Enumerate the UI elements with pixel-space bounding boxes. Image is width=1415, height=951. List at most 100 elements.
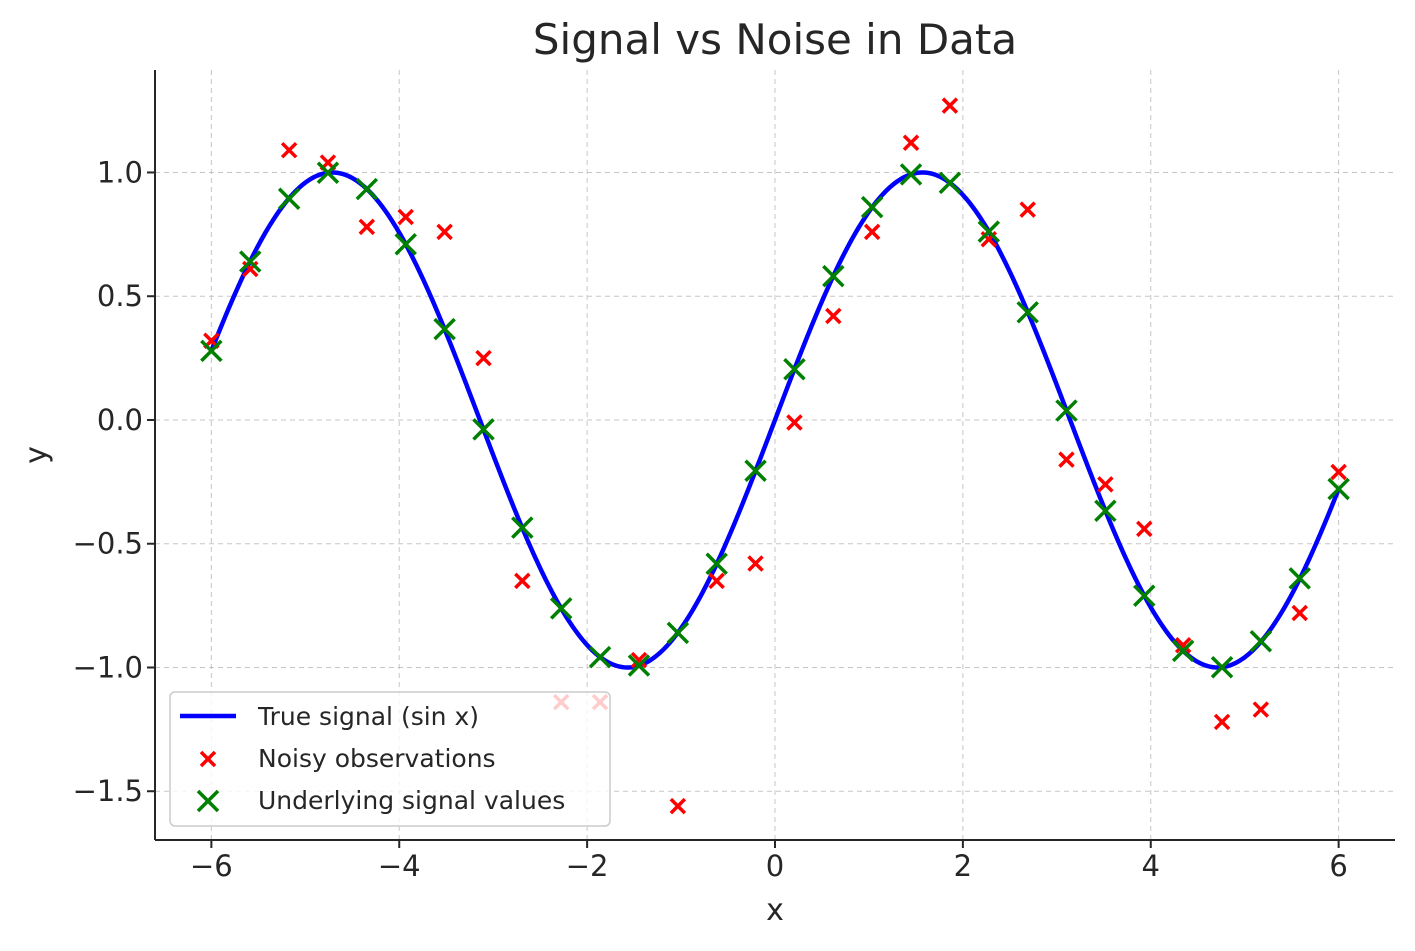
x-marker-stroke <box>1210 656 1234 679</box>
underlying-point <box>200 339 223 363</box>
noisy-point <box>1097 476 1114 493</box>
legend-underlying-x <box>196 789 220 813</box>
underlying-point <box>1327 477 1350 501</box>
underlying-point <box>588 645 612 669</box>
legend-label-true: True signal (sin x) <box>257 702 479 731</box>
legend: True signal (sin x) Noisy observations U… <box>169 691 611 827</box>
x-marker-stroke <box>705 552 728 576</box>
x-marker-stroke <box>511 516 534 539</box>
underlying-point <box>860 195 884 219</box>
underlying-point <box>511 516 534 539</box>
y-tick-label: −0.5 <box>73 527 143 561</box>
noisy-point <box>514 572 531 590</box>
underlying-point <box>394 233 417 256</box>
underlying-point <box>822 264 845 288</box>
noisy-point <box>1252 701 1270 718</box>
noisy-point <box>1330 463 1347 481</box>
x-marker-stroke <box>825 307 842 325</box>
x-marker-stroke <box>669 797 687 815</box>
x-marker-stroke <box>280 141 298 159</box>
x-marker-stroke <box>1249 630 1273 653</box>
x-marker-stroke <box>666 621 690 645</box>
x-marker-stroke <box>1213 713 1231 731</box>
underlying-point <box>472 418 495 441</box>
x-marker-stroke <box>1133 584 1156 607</box>
y-tick-label: 1.0 <box>97 155 143 189</box>
y-tick-label: 0.0 <box>97 403 143 437</box>
underlying-point <box>1249 630 1273 653</box>
legend-box <box>169 691 611 827</box>
x-marker-stroke <box>1327 477 1350 501</box>
underlying-point <box>1016 301 1039 324</box>
noisy-point <box>1291 604 1308 622</box>
x-marker-stroke <box>549 597 573 620</box>
x-marker-stroke <box>1330 463 1347 481</box>
underlying-point <box>899 163 923 186</box>
x-marker-stroke <box>472 418 495 441</box>
y-ticks: −1.5 −1.0 −0.5 0.0 0.5 1.0 <box>73 155 155 808</box>
underlying-point <box>627 654 651 677</box>
x-marker-stroke <box>822 264 845 288</box>
noisy-point <box>358 218 376 236</box>
x-marker-stroke <box>902 134 920 152</box>
noisy-point <box>825 307 842 325</box>
underlying-point <box>433 317 456 341</box>
x-marker-stroke <box>977 220 1001 243</box>
x-marker-stroke <box>358 218 376 236</box>
x-marker-stroke <box>747 555 764 572</box>
x-marker-stroke <box>355 177 379 201</box>
x-marker-stroke <box>786 414 803 431</box>
noisy-point <box>475 349 492 367</box>
x-marker-stroke <box>1136 520 1153 538</box>
x-ticks: −6 −4 −2 0 2 4 6 <box>190 840 1348 883</box>
noisy-point <box>397 208 414 226</box>
x-tick-label: −6 <box>190 849 233 883</box>
x-marker-stroke <box>1094 499 1117 523</box>
legend-underlying-marker <box>196 789 220 813</box>
underlying-point <box>1133 584 1156 607</box>
noisy-point <box>708 572 725 590</box>
noisy-point <box>941 97 959 114</box>
x-tick-label: −2 <box>566 849 609 883</box>
underlying-point <box>977 220 1001 243</box>
noisy-point <box>747 555 764 572</box>
legend-label-underlying: Underlying signal values <box>258 786 565 815</box>
underlying-point <box>705 552 728 576</box>
x-marker-stroke <box>196 789 220 813</box>
noisy-point <box>1136 520 1153 538</box>
x-marker-stroke <box>436 223 453 241</box>
y-axis-label: y <box>19 446 54 464</box>
x-marker-stroke <box>708 572 725 590</box>
x-marker-stroke <box>941 97 959 114</box>
noisy-point <box>280 141 298 159</box>
x-marker-stroke <box>397 208 414 226</box>
x-tick-label: −4 <box>378 849 421 883</box>
underlying-point <box>1171 639 1195 663</box>
noisy-point <box>669 797 687 815</box>
x-marker-stroke <box>514 572 531 590</box>
true-signal-line <box>209 170 1341 670</box>
underlying-point <box>744 459 767 482</box>
underlying-point <box>277 187 301 210</box>
underlying-point <box>549 597 573 620</box>
x-tick-label: 6 <box>1329 849 1347 883</box>
x-marker-stroke <box>783 358 806 381</box>
x-marker-stroke <box>475 349 492 367</box>
x-marker-stroke <box>744 459 767 482</box>
x-marker-stroke <box>863 223 881 241</box>
x-tick-label: 0 <box>766 849 784 883</box>
x-marker-stroke <box>1288 567 1311 590</box>
underlying-point <box>1094 499 1117 523</box>
x-marker-stroke <box>588 645 612 669</box>
underlying-point <box>666 621 690 645</box>
underlying-point <box>938 171 962 195</box>
x-marker-stroke <box>239 250 262 273</box>
x-marker-stroke <box>1019 201 1036 218</box>
x-marker-stroke <box>938 171 962 195</box>
noisy-point <box>630 651 648 669</box>
y-tick-label: −1.0 <box>73 650 143 684</box>
x-marker-stroke <box>860 195 884 219</box>
x-tick-label: 2 <box>954 849 972 883</box>
noisy-point <box>863 223 881 241</box>
